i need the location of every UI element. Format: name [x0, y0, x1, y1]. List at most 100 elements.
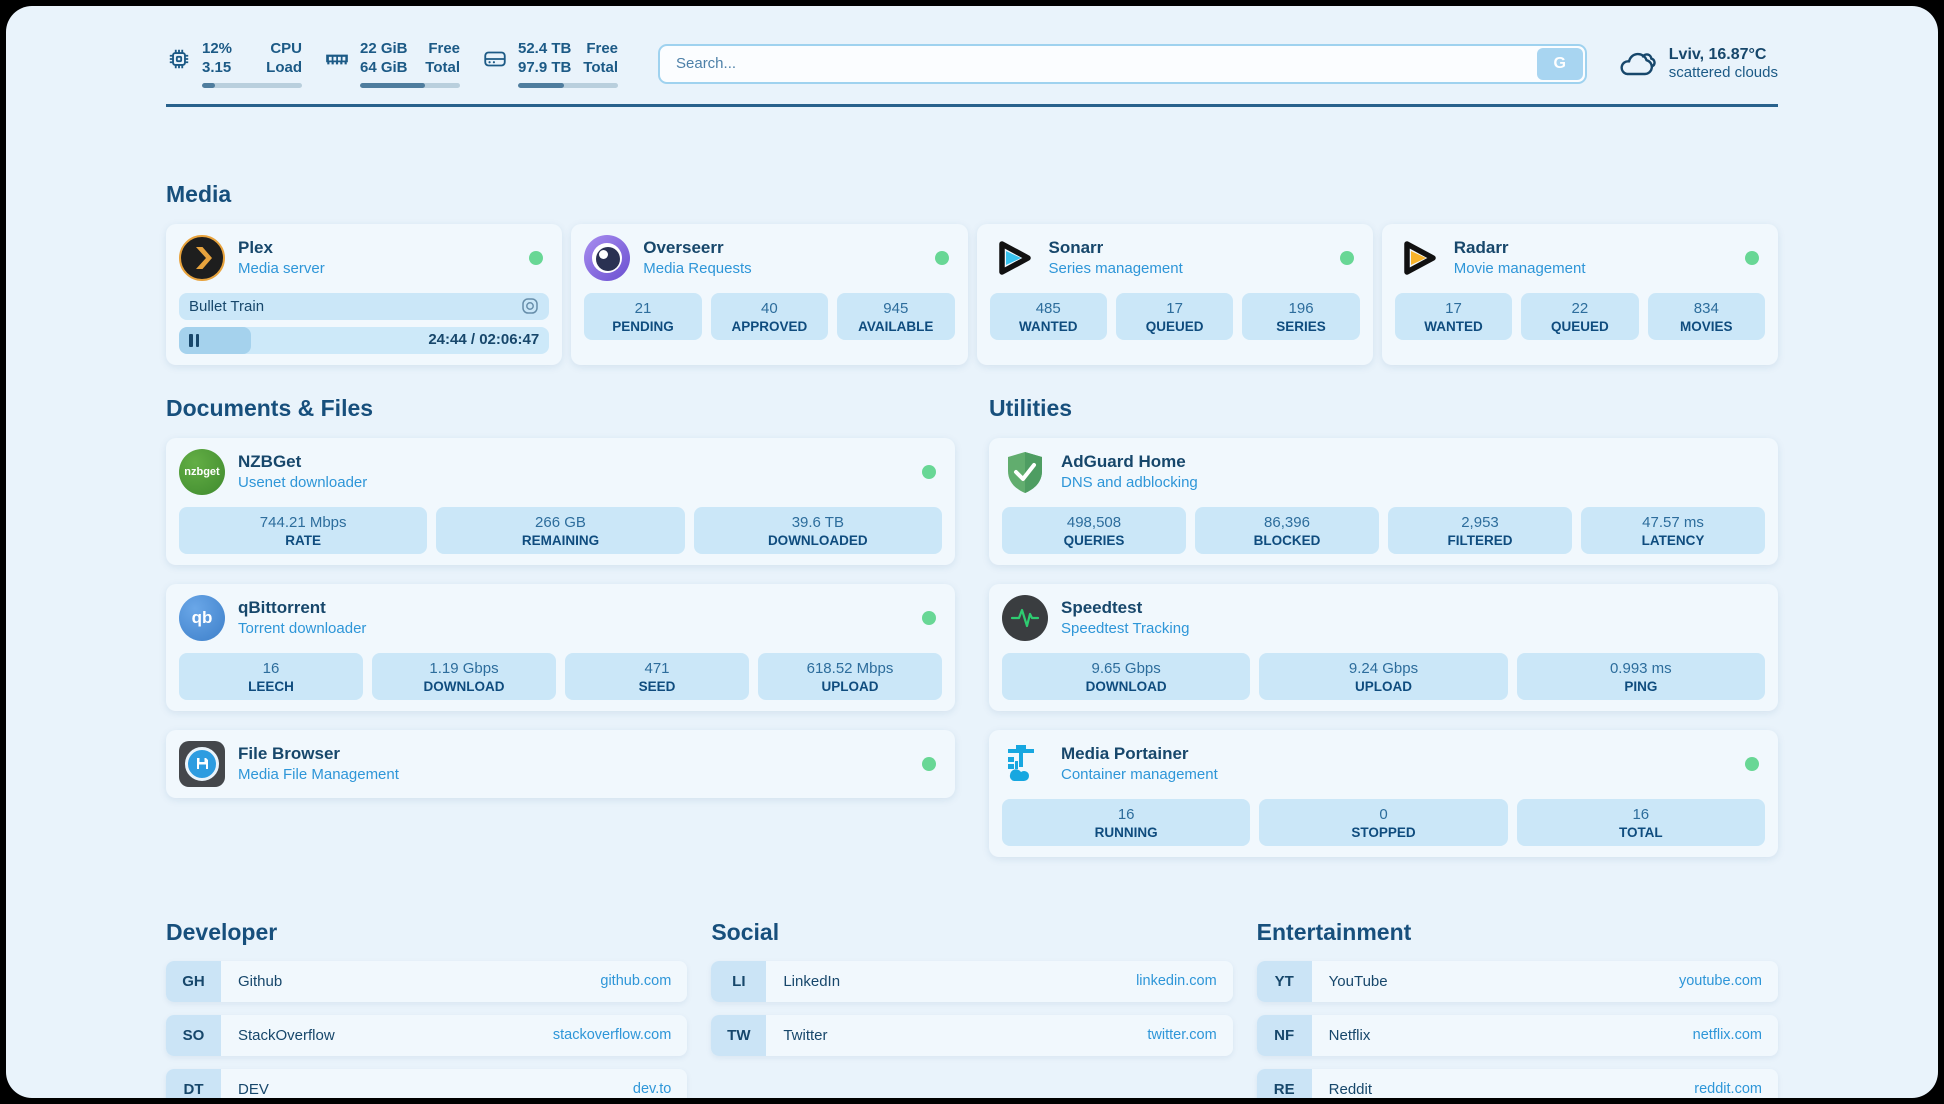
header-divider — [166, 103, 1778, 107]
link-abbr-badge: GH — [166, 960, 221, 1002]
adguard-icon — [1002, 449, 1048, 495]
link-reddit[interactable]: RE Reddit reddit.com — [1256, 1068, 1778, 1098]
cpu-stat-widget: 12% 3.15 CPU Load — [166, 40, 302, 88]
link-github[interactable]: GH Github github.com — [166, 960, 688, 1002]
app-subtitle: Container management — [1061, 766, 1218, 783]
radarr-icon — [1395, 235, 1441, 281]
dashboard-panel: 12% 3.15 CPU Load — [6, 6, 1938, 1098]
app-subtitle: Media Requests — [643, 260, 752, 277]
overseerr-icon — [584, 234, 631, 281]
status-dot — [934, 250, 949, 265]
link-youtube[interactable]: YT YouTube youtube.com — [1256, 960, 1778, 1002]
stat-chip: 86,396 BLOCKED — [1195, 506, 1379, 554]
link-name: Netflix — [1328, 1026, 1371, 1044]
status-dot — [922, 610, 936, 625]
app-card-sonarr[interactable]: Sonarr Series management 485 WANTED 17 QUE… — [976, 223, 1373, 365]
status-dot — [1339, 250, 1354, 265]
ram-total-label: Total — [425, 58, 460, 76]
app-card-overseerr[interactable]: Overseerr Media Requests 21 PENDING 40 APP… — [571, 223, 968, 365]
stat-chip: 9.24 Gbps UPLOAD — [1259, 652, 1508, 700]
stat-chip: 0.993 ms PING — [1516, 652, 1765, 700]
stat-chip: 2,953 FILTERED — [1388, 506, 1572, 554]
link-url[interactable]: linkedin.com — [1136, 973, 1217, 989]
cpu-load-label: Load — [266, 58, 302, 76]
app-card-adguard[interactable]: AdGuard Home DNS and adblocking 498,508 Q… — [989, 437, 1778, 565]
session-camera-icon[interactable] — [521, 297, 539, 315]
app-card-radarr[interactable]: Radarr Movie management 17 WANTED 22 QUEUE… — [1381, 223, 1778, 365]
app-card-speedtest[interactable]: Speedtest Speedtest Tracking 9.65 Gbps DO… — [989, 583, 1778, 711]
stat-chip: 16 TOTAL — [1516, 798, 1765, 846]
stat-chip: 16 RUNNING — [1002, 798, 1251, 846]
app-name: NZBGet — [238, 452, 302, 471]
stat-chip: 618.52 Mbps UPLOAD — [758, 652, 942, 700]
cpu-icon — [169, 49, 189, 69]
stat-chip: 40 APPROVED — [710, 292, 829, 340]
link-url[interactable]: netflix.com — [1692, 1027, 1762, 1043]
app-subtitle: Torrent downloader — [238, 620, 367, 637]
app-subtitle: DNS and adblocking — [1061, 474, 1198, 491]
stat-chip: 498,508 QUERIES — [1002, 506, 1186, 554]
disk-icon — [484, 51, 506, 67]
link-abbr-badge: TW — [711, 1014, 767, 1056]
link-url[interactable]: youtube.com — [1678, 973, 1762, 989]
app-name: Plex — [238, 238, 273, 257]
status-dot — [922, 756, 936, 771]
link-name: StackOverflow — [238, 1026, 335, 1044]
stat-chip: 0 STOPPED — [1259, 798, 1508, 846]
stat-chip: 39.6 TB DOWNLOADED — [693, 506, 942, 554]
sonarr-icon — [990, 235, 1036, 281]
link-name: YouTube — [1328, 972, 1388, 990]
link-abbr-badge: NF — [1256, 1014, 1312, 1056]
link-url[interactable]: stackoverflow.com — [552, 1027, 672, 1043]
cpu-progress-bar — [202, 82, 302, 88]
section-title-utilities: Utilities — [989, 394, 1073, 421]
app-card-filebrowser[interactable]: File Browser Media File Management — [166, 729, 955, 798]
app-card-portainer[interactable]: Media Portainer Container management 16 R… — [989, 729, 1778, 857]
app-name: AdGuard Home — [1061, 452, 1186, 471]
link-linkedin[interactable]: LI LinkedIn linkedin.com — [711, 960, 1233, 1002]
stat-chip: 744.21 Mbps RATE — [179, 506, 428, 554]
app-subtitle: Series management — [1048, 260, 1183, 277]
link-twitter[interactable]: TW Twitter twitter.com — [711, 1014, 1233, 1056]
stat-chip: 196 SERIES — [1242, 292, 1360, 340]
link-url[interactable]: github.com — [600, 973, 672, 989]
portainer-icon — [1002, 741, 1048, 787]
link-netflix[interactable]: NF Netflix netflix.com — [1256, 1014, 1778, 1056]
nzbget-icon: nzbget — [179, 448, 225, 495]
link-stackoverflow[interactable]: SO StackOverflow stackoverflow.com — [166, 1014, 688, 1056]
disk-total-value: 97.9 TB — [518, 58, 572, 76]
app-name: Overseerr — [643, 238, 724, 257]
stat-chip: 1.19 Gbps DOWNLOAD — [372, 652, 556, 700]
search-input[interactable] — [658, 43, 1587, 84]
section-title-developer: Developer — [166, 918, 278, 945]
app-card-nzbget[interactable]: nzbget NZBGet Usenet downloader 744.21 M… — [166, 437, 955, 565]
link-abbr-badge: SO — [166, 1014, 221, 1056]
pause-icon[interactable] — [189, 333, 199, 347]
app-name: File Browser — [238, 744, 341, 763]
app-subtitle: Media server — [238, 260, 325, 277]
link-url[interactable]: dev.to — [632, 1081, 672, 1097]
cpu-label: CPU — [270, 40, 302, 57]
app-card-qbittorrent[interactable]: qb qBittorrent Torrent downloader 16 LEEC… — [166, 583, 955, 711]
app-subtitle: Usenet downloader — [238, 474, 368, 491]
cpu-load-value: 3.15 — [202, 58, 232, 76]
weather-location-temp: Lviv, 16.87°C — [1668, 46, 1767, 64]
speedtest-icon — [1002, 594, 1048, 641]
section-title-social: Social — [711, 918, 780, 945]
cloud-icon — [1620, 52, 1656, 75]
app-card-plex[interactable]: Plex Media server Bullet Train 24:44 / 0… — [166, 223, 563, 365]
app-name: Media Portainer — [1061, 744, 1189, 763]
search-engine-button[interactable]: G — [1536, 47, 1583, 80]
app-name: Speedtest — [1061, 598, 1143, 617]
ram-stat-widget: 22 GiB 64 GiB Free Total — [324, 40, 460, 88]
link-dev[interactable]: DT DEV dev.to — [166, 1068, 688, 1098]
status-dot — [1745, 250, 1759, 265]
ram-total-value: 64 GiB — [360, 58, 408, 76]
link-abbr-badge: LI — [711, 960, 767, 1002]
stat-chip: 47.57 ms LATENCY — [1581, 506, 1765, 554]
app-name: Sonarr — [1048, 238, 1104, 257]
top-bar: 12% 3.15 CPU Load — [166, 6, 1778, 88]
link-name: Reddit — [1328, 1080, 1373, 1098]
link-url[interactable]: twitter.com — [1147, 1027, 1217, 1043]
link-url[interactable]: reddit.com — [1694, 1081, 1762, 1097]
